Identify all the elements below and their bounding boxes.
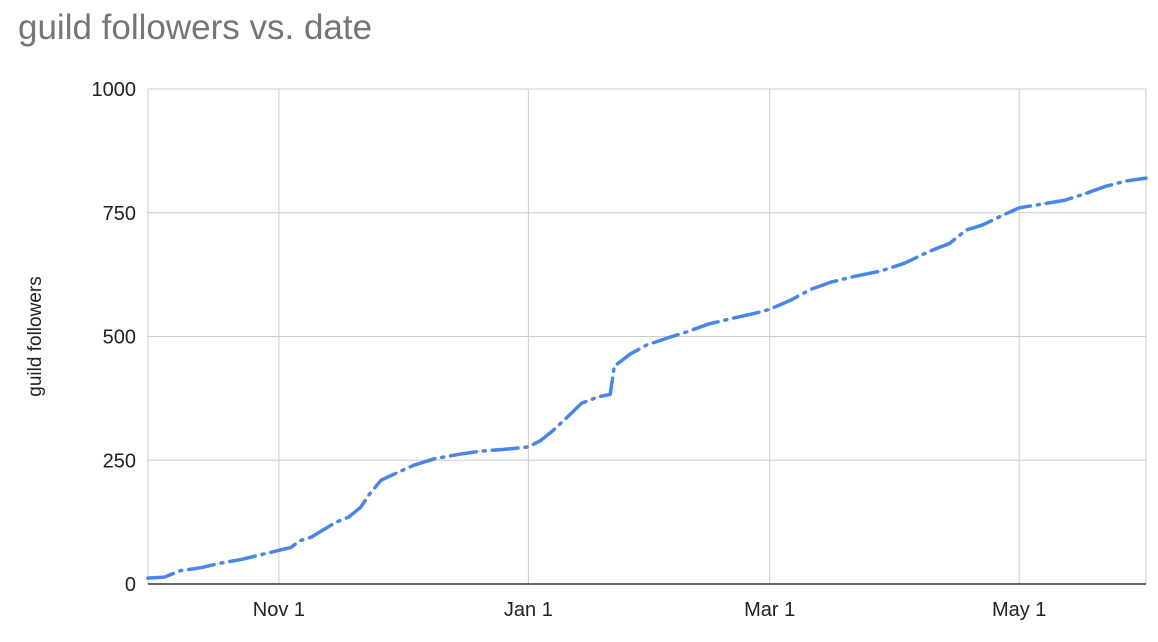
data-point (335, 521, 337, 523)
data-point (597, 396, 599, 398)
data-point (503, 448, 505, 450)
data-point (360, 506, 362, 508)
data-point (732, 317, 734, 319)
data-point (630, 353, 632, 355)
y-axis-ticks: 0 250 500 750 1000 (92, 79, 137, 596)
data-point (949, 242, 951, 244)
grid-lines (147, 88, 1147, 584)
data-point (163, 576, 165, 578)
data-point (200, 567, 202, 569)
x-tick-label: Nov 1 (253, 599, 305, 621)
data-point (904, 262, 906, 264)
data-point (613, 365, 615, 367)
data-point (217, 563, 218, 565)
y-tick-label: 250 (103, 450, 136, 472)
y-tick-label: 1000 (92, 79, 137, 101)
data-point (323, 529, 325, 530)
data-point (1084, 193, 1086, 195)
data-point (667, 337, 668, 339)
data-point (707, 323, 709, 325)
data-point (1104, 186, 1106, 187)
y-tick-label: 0 (125, 574, 136, 596)
data-point (1002, 214, 1004, 216)
x-tick-label: May 1 (992, 599, 1046, 621)
data-point (564, 418, 566, 420)
data-point (368, 494, 370, 496)
data-point (413, 464, 415, 466)
data-point (687, 331, 689, 332)
data-point (380, 479, 382, 481)
data-point (397, 472, 398, 474)
data-point (458, 453, 460, 455)
data-point (609, 393, 611, 395)
data-point (540, 440, 542, 441)
data-point (1018, 207, 1020, 209)
data-point (855, 275, 857, 277)
data-point (278, 549, 280, 551)
data-point (789, 299, 791, 301)
data-point (433, 458, 435, 460)
data-point (147, 577, 149, 579)
chart-title: guild followers vs. date (18, 8, 373, 47)
series-group (146, 176, 1148, 580)
series-line (146, 176, 1148, 580)
data-point (965, 229, 967, 231)
data-point (1125, 180, 1126, 182)
data-point (290, 546, 292, 548)
data-point (180, 570, 182, 572)
data-point (810, 289, 812, 290)
data-point (646, 344, 648, 346)
data-point (1043, 203, 1045, 205)
data-point (527, 446, 529, 448)
data-point (1145, 177, 1147, 179)
data-point (262, 553, 263, 555)
x-axis-ticks: Nov 1 Jan 1 Mar 1 May 1 (253, 599, 1047, 621)
data-point (879, 270, 881, 272)
data-point (552, 430, 554, 432)
data-point (298, 540, 300, 542)
x-tick-label: Jan 1 (504, 599, 553, 621)
data-point (769, 308, 771, 310)
data-point (981, 224, 983, 226)
x-tick-label: Mar 1 (744, 599, 795, 621)
data-point (830, 281, 832, 283)
y-tick-label: 750 (103, 203, 136, 225)
data-point (928, 250, 930, 252)
data-point (347, 516, 349, 518)
data-point (478, 450, 480, 452)
data-point (756, 312, 758, 314)
data-point (1063, 199, 1065, 201)
data-point (311, 536, 313, 538)
y-axis-title: guild followers (25, 276, 46, 396)
y-tick-label: 500 (103, 327, 136, 349)
data-point (581, 402, 583, 404)
data-point (241, 558, 243, 560)
